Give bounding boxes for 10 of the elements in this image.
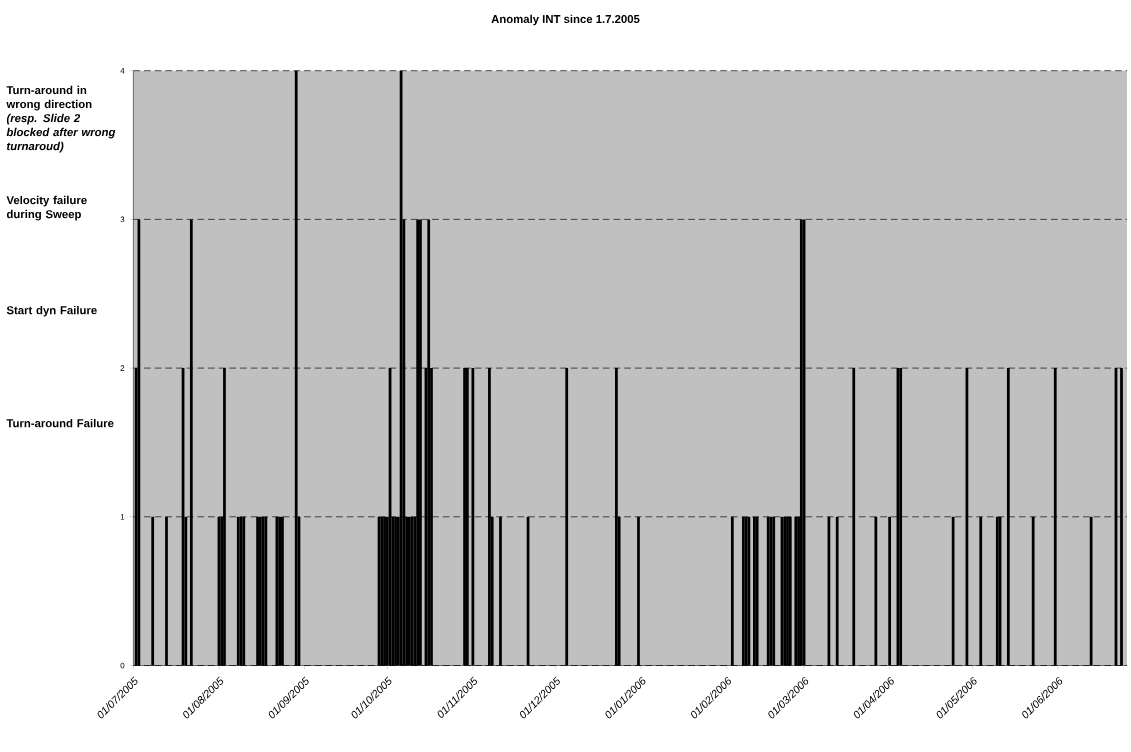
y-tick-label: 2 bbox=[120, 365, 125, 371]
y-tick-label: 4 bbox=[120, 67, 125, 74]
text: Turn-around in wrong direction (resp. Slide 2 blocked after wrong turnaroud) bbox=[6, 85, 116, 153]
text: Start dyn Failure bbox=[6, 305, 97, 317]
chart-title: Anomaly INT since 1.7.2005 bbox=[491, 14, 640, 26]
text: Velocity failure during Sweep bbox=[6, 195, 87, 221]
y-tick-label: 0 bbox=[120, 662, 125, 669]
text: Turn-around Failure bbox=[6, 418, 114, 428]
y-tick-label: 3 bbox=[120, 216, 125, 223]
y-tick-label: 1 bbox=[120, 513, 125, 520]
